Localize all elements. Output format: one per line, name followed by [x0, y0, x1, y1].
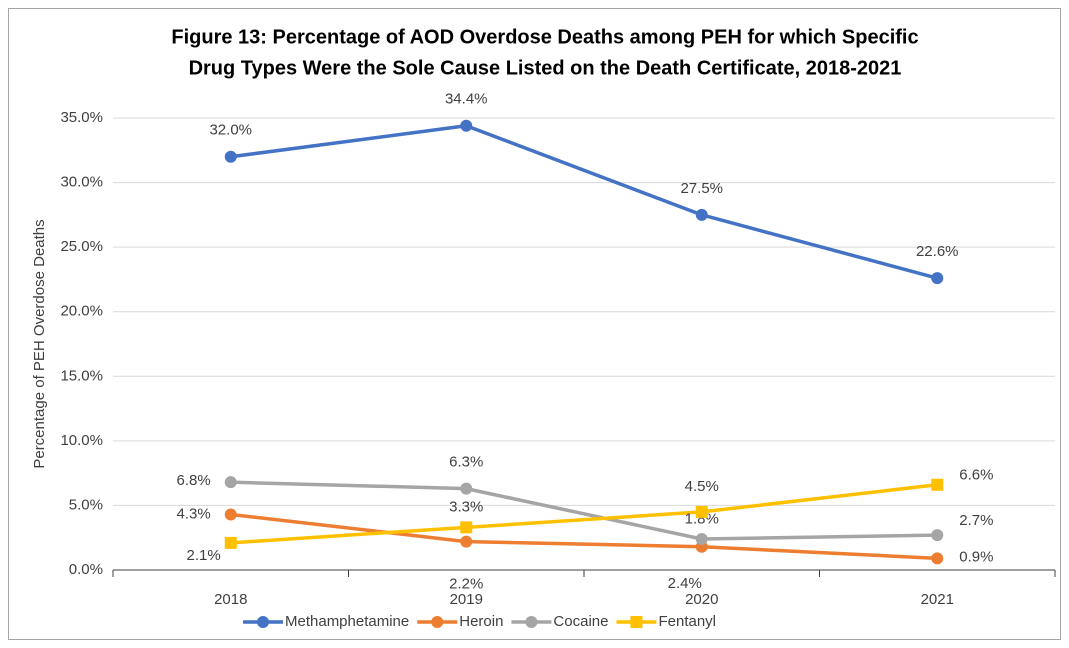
y-tick-label: 5.0%: [69, 496, 103, 513]
chart-frame: [8, 8, 1061, 640]
x-tick-label: 2021: [921, 591, 954, 608]
legend-marker: [630, 616, 643, 628]
series-line: [230, 480, 938, 541]
data-point: [695, 533, 708, 546]
data-label: 4.3%: [177, 505, 211, 522]
data-point: [460, 535, 473, 548]
data-point: [931, 552, 944, 565]
data-label: 4.5%: [685, 478, 719, 495]
series-line: [230, 483, 938, 545]
data-point: [460, 482, 473, 495]
data-label: 27.5%: [680, 180, 723, 197]
series-line: [230, 512, 938, 561]
x-tick-label: 2020: [685, 591, 718, 608]
data-point: [224, 150, 237, 163]
data-label: 3.3%: [449, 498, 483, 515]
y-tick-label: 25.0%: [60, 238, 103, 255]
data-point: [224, 508, 237, 521]
legend-label: Methamphetamine: [285, 613, 409, 630]
data-label: 6.3%: [449, 454, 483, 471]
chart-title: Drug Types Were the Sole Cause Listed on…: [189, 57, 902, 79]
data-label: 32.0%: [209, 122, 252, 139]
x-tick-label: 2018: [214, 591, 247, 608]
data-point: [931, 529, 944, 542]
data-label: 22.6%: [916, 243, 959, 260]
y-tick-label: 10.0%: [60, 432, 103, 449]
data-point: [931, 272, 944, 285]
legend-marker: [431, 616, 444, 628]
legend-label: Cocaine: [553, 613, 608, 630]
data-label: 1.8%: [685, 511, 719, 528]
legend-marker: [257, 616, 269, 628]
data-point: [931, 478, 944, 491]
y-tick-label: 15.0%: [60, 367, 103, 384]
y-tick-label: 0.0%: [69, 561, 103, 578]
data-label: 2.7%: [959, 512, 993, 529]
data-label: 2.1%: [187, 547, 221, 564]
data-point: [695, 505, 708, 518]
data-point: [224, 536, 237, 549]
y-tick-label: 20.0%: [60, 303, 103, 320]
y-axis-label: Percentage of PEH Overdose Deaths: [31, 219, 48, 468]
data-point: [460, 521, 473, 534]
legend-label: Heroin: [459, 613, 503, 630]
data-point: [224, 476, 237, 489]
y-tick-label: 35.0%: [60, 109, 103, 126]
data-label: 6.6%: [959, 467, 993, 484]
data-label: 34.4%: [445, 91, 488, 108]
x-tick-label: 2019: [450, 591, 483, 608]
chart-title: Figure 13: Percentage of AOD Overdose De…: [171, 26, 918, 48]
legend-label: Fentanyl: [658, 613, 716, 630]
y-tick-label: 30.0%: [60, 174, 103, 191]
legend-marker: [525, 616, 538, 628]
data-point: [695, 208, 708, 221]
data-label: 2.4%: [668, 575, 702, 592]
data-point: [460, 119, 473, 132]
data-label: 2.2%: [449, 576, 483, 593]
data-label: 0.9%: [959, 548, 993, 565]
data-label: 6.8%: [177, 472, 211, 489]
series-line: [230, 123, 938, 280]
